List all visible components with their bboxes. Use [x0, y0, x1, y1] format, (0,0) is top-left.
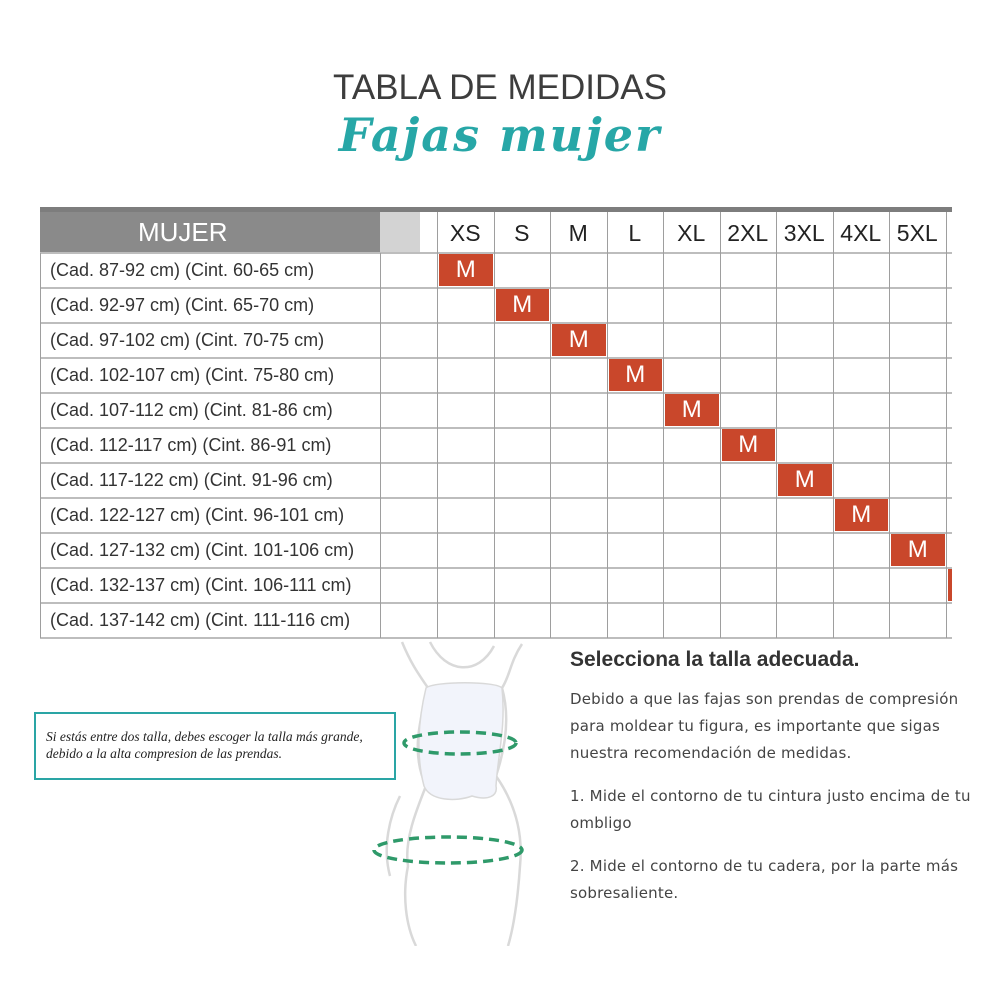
size-mark: M [665, 394, 719, 426]
size-header-5xl: 5XL [896, 220, 938, 246]
grid-col-line [550, 212, 551, 638]
grid-row-line [40, 567, 952, 569]
chart-title: TABLA DE MEDIDAS [333, 68, 667, 107]
grid-col-line [663, 212, 664, 638]
size-mark: M [778, 464, 832, 496]
size-mark: M [891, 534, 945, 566]
size-table: MUJER XS S M L XL 2XL 3XL 4XL 5XL (Cad. 87-92 cm… [40, 207, 952, 639]
table-header-spacer [380, 212, 420, 253]
grid-col-line [945, 212, 947, 638]
measurement-row-label: (Cad. 107-112 cm) (Cint. 81-86 cm) [50, 400, 333, 420]
table-header-mujer: MUJER [40, 212, 380, 253]
instructions-step-2: 2. Mide el contorno de tu cadera, por la… [570, 857, 959, 902]
measurement-row-label: (Cad. 137-142 cm) (Cint. 111-116 cm) [50, 610, 351, 630]
instructions-heading: Selecciona la talla adecuada. [570, 648, 860, 671]
size-mark: M [947, 569, 952, 601]
instructions-paragraph: Debido a que las fajas son prendas de co… [570, 690, 959, 762]
grid-col-line [437, 212, 438, 638]
grid-col-line [832, 212, 834, 638]
measurement-row-label: (Cad. 127-132 cm) (Cint. 101-106 cm) [50, 540, 355, 560]
size-header-s: S [514, 220, 530, 246]
grid-row-line [40, 497, 952, 499]
grid-col-line [40, 253, 41, 638]
grid-row-line [40, 602, 952, 604]
waist-measure-line [402, 730, 518, 756]
size-header-4xl: 4XL [840, 220, 882, 246]
measurement-row-label: (Cad. 97-102 cm) (Cint. 70-75 cm) [50, 330, 325, 350]
measurement-row-label: (Cad. 122-127 cm) (Cint. 96-101 cm) [50, 505, 345, 525]
size-mark: M [552, 324, 606, 356]
instructions-panel: Selecciona la talla adecuada. Debido a q… [570, 648, 990, 923]
grid-row-line [40, 357, 952, 359]
body-illustration [372, 641, 524, 946]
size-header-3xl: 3XL [783, 220, 825, 246]
grid-col-line [493, 212, 495, 638]
size-header-xl: XL [677, 220, 706, 246]
size-mark: M [608, 359, 662, 391]
grid-row-line [40, 532, 952, 534]
chart-subtitle: Fajas mujer [338, 108, 662, 162]
grid-row-line [40, 392, 952, 394]
grid-col-line [380, 253, 381, 638]
size-header-m: M [568, 220, 588, 246]
size-header-2xl: 2XL [727, 220, 769, 246]
measurement-row-label: (Cad. 102-107 cm) (Cint. 75-80 cm) [50, 365, 335, 385]
grid-col-line [719, 212, 721, 638]
size-header-l: L [628, 220, 642, 246]
measurement-row-label: (Cad. 132-137 cm) (Cint. 106-111 cm) [50, 575, 352, 595]
instructions-step-1: 1. Mide el contorno de tu cintura justo … [570, 787, 971, 832]
grid-row-line [40, 322, 952, 324]
size-header-xs: XS [449, 220, 481, 246]
grid-col-line [889, 212, 890, 638]
table-top-bar [40, 207, 952, 212]
grid-col-line [776, 212, 777, 638]
measurement-row-label: (Cad. 117-122 cm) (Cint. 91-96 cm) [50, 470, 333, 490]
size-mark: M [721, 429, 775, 461]
size-mark: M [834, 499, 888, 531]
measurement-row-label: (Cad. 112-117 cm) (Cint. 86-91 cm) [50, 435, 332, 455]
grid-row-line [40, 427, 952, 429]
grid-row-line [40, 637, 952, 639]
grid-row-line [40, 287, 952, 289]
size-mark: M [439, 254, 493, 286]
grid-col-line [606, 212, 608, 638]
hip-measure-line [372, 835, 524, 865]
grid-row-line [40, 462, 952, 464]
measurement-row-label: (Cad. 87-92 cm) (Cint. 60-65 cm) [50, 260, 315, 280]
size-mark: M [495, 289, 549, 321]
tip-text: Si estás entre dos talla, debes escoger … [46, 729, 363, 761]
grid-row-line [40, 252, 952, 254]
measurement-row-label: (Cad. 92-97 cm) (Cint. 65-70 cm) [50, 295, 315, 315]
tip-note: Si estás entre dos talla, debes escoger … [34, 712, 396, 780]
